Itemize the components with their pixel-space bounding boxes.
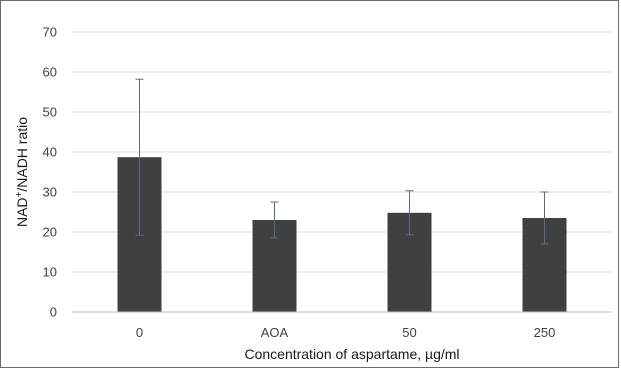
y-tick-label: 40: [43, 145, 57, 160]
y-tick-label: 30: [43, 185, 57, 200]
y-axis-title-rest: /NADH ratio: [14, 117, 30, 192]
x-tick-label: 50: [402, 325, 416, 340]
x-tick-label: 250: [534, 325, 556, 340]
y-tick-label: 10: [43, 265, 57, 280]
y-tick-label: 50: [43, 105, 57, 120]
y-tick-label: 20: [43, 225, 57, 240]
y-axis-title-superscript: +: [14, 191, 25, 197]
gridlines: [72, 31, 612, 273]
y-axis-title-main: NAD: [14, 197, 30, 227]
x-axis-title: Concentration of aspartame, µg/ml: [244, 346, 459, 362]
x-tick-label: 0: [136, 325, 143, 340]
y-tick-label: 60: [43, 65, 57, 80]
x-axis-ticks: 0 AOA 50 250: [136, 325, 555, 340]
x-tick-label: AOA: [261, 325, 289, 340]
bars: [117, 157, 567, 312]
y-axis-title: NAD+/NADH ratio: [14, 117, 31, 227]
y-tick-label: 0: [50, 305, 57, 320]
error-bars: [135, 78, 549, 245]
y-tick-label: 70: [43, 25, 57, 40]
y-axis-ticks: 0 10 20 30 40 50 60 70: [43, 25, 57, 320]
